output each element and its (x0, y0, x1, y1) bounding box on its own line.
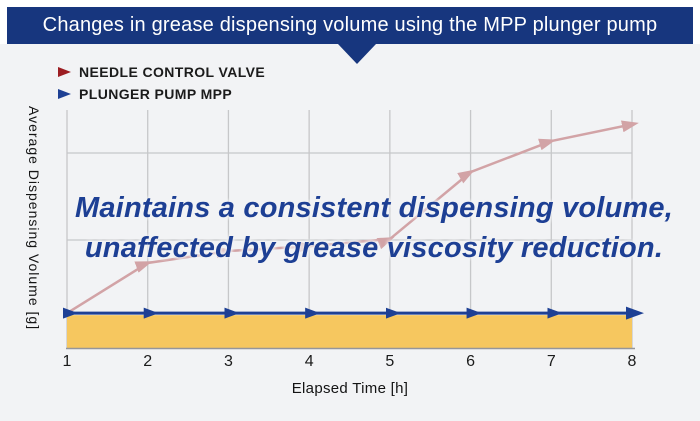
legend-item: PLUNGER PUMP MPP (58, 83, 265, 105)
x-tick-label: 7 (546, 353, 556, 370)
needle-valve-line (66, 120, 639, 315)
chart-legend: NEEDLE CONTROL VALVE PLUNGER PUMP MPP (58, 61, 265, 105)
banner-pointer-icon (338, 44, 376, 64)
legend-item-label: NEEDLE CONTROL VALVE (79, 64, 266, 80)
x-tick-label: 6 (466, 353, 476, 370)
key-message-line-1: Maintains a consistent dispensing volume… (75, 192, 673, 224)
constant-volume-band (67, 315, 632, 348)
x-tick-label: 5 (385, 353, 395, 370)
data-series (63, 120, 644, 320)
key-message: Maintains a consistent dispensing volume… (48, 188, 700, 268)
y-axis-label: Average Dispensing Volume [g] (26, 106, 42, 331)
legend-arrow-icon (58, 67, 71, 77)
x-tick-label: 4 (304, 353, 314, 370)
legend-arrow-icon (58, 89, 71, 99)
x-tick-label: 1 (62, 353, 72, 370)
x-axis-label: Elapsed Time [h] (291, 380, 409, 397)
legend-item: NEEDLE CONTROL VALVE (58, 61, 265, 83)
x-tick-label: 2 (143, 353, 153, 370)
key-message-line-2: unaffected by grease viscosity reduction… (84, 232, 664, 264)
x-tick-label: 3 (223, 353, 233, 370)
page-title: Changes in grease dispensing volume usin… (7, 7, 693, 44)
legend-item-label: PLUNGER PUMP MPP (79, 86, 233, 102)
x-tick-label: 8 (627, 353, 637, 370)
